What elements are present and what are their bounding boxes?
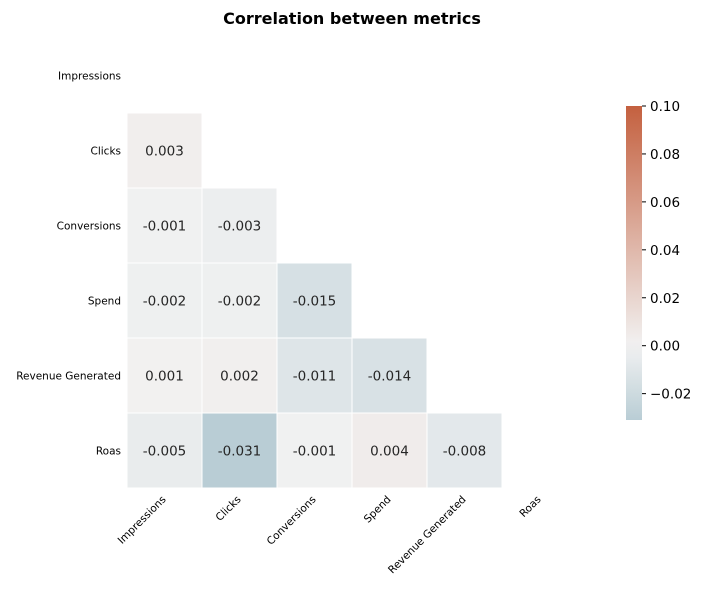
colorbar-tick-label: 0.10 bbox=[650, 99, 680, 115]
heatmap-cell bbox=[201, 187, 278, 264]
heatmap-cell bbox=[276, 412, 353, 489]
heatmap-cell bbox=[351, 337, 428, 414]
heatmap-cell bbox=[126, 112, 203, 189]
heatmap-cell bbox=[201, 412, 278, 489]
cell-value-label: 0.003 bbox=[145, 144, 184, 160]
colorbar-tick-label: 0.08 bbox=[650, 147, 680, 163]
cell-value-label: -0.008 bbox=[443, 444, 487, 460]
colorbar-tick-label: 0.06 bbox=[650, 195, 680, 211]
heatmap-cell bbox=[126, 262, 203, 339]
x-tick-label: Clicks bbox=[214, 494, 244, 524]
cell-value-label: -0.015 bbox=[293, 294, 337, 310]
colorbar-tick-label: 0.02 bbox=[650, 291, 680, 307]
x-tick-label: Spend bbox=[362, 494, 394, 526]
y-tick-label: Revenue Generated bbox=[16, 371, 121, 383]
heatmap-cell bbox=[426, 412, 503, 489]
cell-value-label: -0.003 bbox=[218, 219, 262, 235]
colorbar-tick-label: 0.04 bbox=[650, 243, 680, 259]
heatmap-cell bbox=[276, 262, 353, 339]
cell-value-label: -0.014 bbox=[368, 369, 412, 385]
cell-value-label: -0.001 bbox=[143, 219, 187, 235]
heatmap-cell bbox=[126, 187, 203, 264]
y-tick-label: Conversions bbox=[57, 221, 121, 233]
cell-value-label: -0.001 bbox=[293, 444, 337, 460]
y-tick-label: Spend bbox=[88, 296, 121, 308]
cell-value-label: 0.004 bbox=[370, 444, 409, 460]
heatmap-cell bbox=[201, 337, 278, 414]
heatmap-cell bbox=[351, 412, 428, 489]
x-tick-label: Impressions bbox=[116, 494, 169, 547]
colorbar-tick-label: 0.00 bbox=[650, 339, 680, 355]
cell-value-label: -0.002 bbox=[218, 294, 262, 310]
x-tick-label: Revenue Generated bbox=[386, 494, 469, 577]
heatmap-cell bbox=[201, 262, 278, 339]
x-axis-tick-labels: Impressions Clicks Conversions SpendRevenue… bbox=[116, 494, 544, 577]
y-axis-tick-labels: Impressions Clicks Conversions Spend Revenue… bbox=[16, 71, 121, 458]
cell-value-label: 0.002 bbox=[220, 369, 259, 385]
chart-title: Correlation between metrics bbox=[223, 9, 481, 28]
cell-value-label: -0.005 bbox=[143, 444, 187, 460]
y-tick-label: Roas bbox=[96, 446, 121, 458]
cell-value-label: 0.001 bbox=[145, 369, 184, 385]
cell-value-label: -0.011 bbox=[293, 369, 337, 385]
colorbar: 0.10 0.08 0.06 0.04 0.02 0.00 −0.02 bbox=[626, 99, 691, 420]
heatmap-cells: 0.003 -0.001 -0.003 -0.002 -0.002 -0.015 0.001… bbox=[126, 112, 503, 489]
cell-value-label: -0.002 bbox=[143, 294, 187, 310]
y-tick-label: Clicks bbox=[91, 146, 122, 158]
cell-value-label: -0.031 bbox=[218, 444, 262, 460]
colorbar-tick-label: −0.02 bbox=[650, 387, 691, 403]
x-tick-label: Conversions bbox=[265, 494, 319, 548]
colorbar-gradient bbox=[626, 106, 642, 420]
y-tick-label: Impressions bbox=[58, 71, 121, 83]
x-tick-label: Roas bbox=[517, 494, 543, 520]
